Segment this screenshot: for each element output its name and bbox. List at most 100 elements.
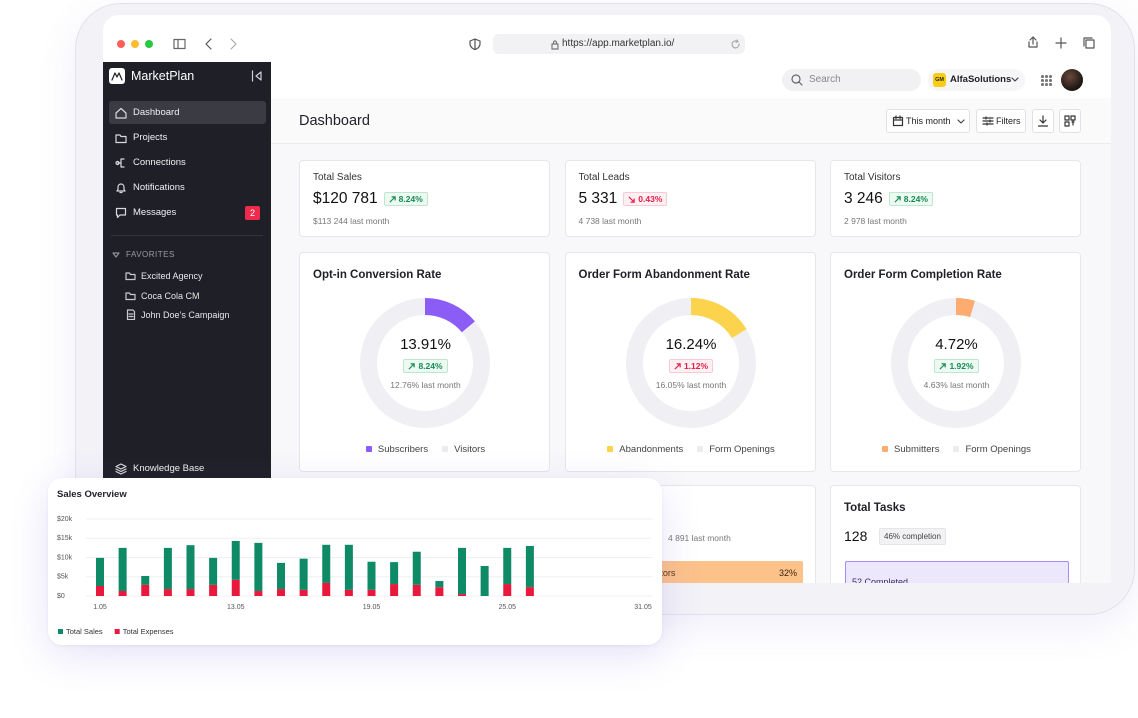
icon bbox=[1055, 37, 1067, 49]
rate-badge-row: 1.92% bbox=[831, 359, 1080, 373]
tasks-completed-bar: 52 Completed bbox=[845, 561, 1069, 583]
menu-item[interactable]: Dashboard bbox=[109, 101, 266, 124]
icon-shape bbox=[115, 157, 125, 168]
favorite-item[interactable]: Coca Cola CM bbox=[121, 288, 261, 304]
icon bbox=[230, 38, 237, 50]
icon-shape bbox=[957, 119, 965, 124]
icon bbox=[116, 182, 126, 193]
apps-dot bbox=[1049, 83, 1052, 86]
rate-badge-row: 8.24% bbox=[300, 359, 549, 373]
filters-button[interactable]: Filters bbox=[976, 109, 1026, 133]
stat-value: 3 246 bbox=[844, 190, 883, 207]
donut-chart bbox=[360, 298, 490, 428]
legend-label: Abandonments bbox=[619, 443, 684, 455]
donut-arc bbox=[891, 298, 1021, 428]
trend-icon bbox=[389, 195, 396, 203]
stat-previous: $113 244 last month bbox=[313, 216, 390, 226]
trend-value: 1.12% bbox=[683, 361, 709, 371]
icon bbox=[1083, 37, 1095, 49]
brand-name: MarketPlan bbox=[131, 69, 195, 83]
legend-label: Form Openings bbox=[709, 443, 775, 455]
bar bbox=[277, 562, 285, 590]
favorite-item[interactable]: Excited Agency bbox=[121, 268, 261, 284]
stat-value: $120 781 bbox=[313, 190, 378, 207]
menu-item[interactable]: Connections bbox=[109, 151, 266, 174]
y-tick-label: $15k bbox=[57, 535, 73, 542]
favorite-item[interactable]: John Doe’s Campaign bbox=[121, 307, 261, 323]
bar bbox=[254, 590, 263, 596]
x-tick-label: 31.05 bbox=[634, 604, 652, 611]
icon bbox=[125, 272, 136, 281]
bar bbox=[186, 589, 195, 596]
menu-label: Messages bbox=[133, 207, 177, 218]
icon bbox=[115, 133, 127, 143]
bar bbox=[186, 545, 195, 590]
trend-value: 8.24% bbox=[398, 194, 423, 204]
donut-chart bbox=[625, 298, 756, 428]
period-button[interactable]: This month bbox=[886, 109, 970, 133]
menu-item[interactable]: Notifications bbox=[109, 176, 266, 199]
menu-item[interactable]: Messages 2 bbox=[109, 201, 266, 224]
icon bbox=[731, 39, 740, 49]
stat-value-row: $120 781 8.24% bbox=[313, 189, 428, 209]
menu-item[interactable]: Projects bbox=[109, 126, 266, 149]
icon-shape bbox=[469, 38, 481, 50]
legend-label: Visitors bbox=[454, 443, 486, 455]
top-bar: Search GM AlfaSolutions bbox=[271, 62, 1111, 99]
bar bbox=[254, 542, 263, 591]
legend-swatch bbox=[365, 446, 372, 452]
icon bbox=[115, 207, 127, 218]
trend-value: 8.24% bbox=[418, 361, 443, 371]
layout-button[interactable] bbox=[1059, 109, 1081, 133]
bar bbox=[367, 561, 376, 590]
organization-switcher[interactable]: GM AlfaSolutions bbox=[928, 69, 1025, 91]
icon bbox=[957, 119, 965, 124]
window-control[interactable] bbox=[131, 40, 139, 48]
stat-value-row: 3 246 8.24% bbox=[844, 189, 933, 209]
bar bbox=[141, 575, 150, 585]
knowledge-base-link[interactable]: Knowledge Base bbox=[109, 459, 266, 479]
legend-label: Subscribers bbox=[377, 443, 429, 455]
download-button[interactable] bbox=[1032, 109, 1054, 133]
bar bbox=[231, 540, 240, 580]
icon bbox=[791, 74, 803, 86]
icon-shape bbox=[115, 133, 127, 143]
apps-dot bbox=[1045, 79, 1048, 82]
rate-title: Order Form Abandonment Rate bbox=[578, 269, 750, 281]
menu-label: Notifications bbox=[133, 182, 185, 193]
search-box[interactable]: Search bbox=[782, 69, 921, 91]
user-avatar[interactable] bbox=[1061, 69, 1083, 91]
rate-previous: 4.63% last month bbox=[923, 380, 990, 390]
bar bbox=[458, 594, 466, 596]
organization-initials: GM bbox=[933, 73, 946, 87]
stat-previous: 2 978 last month bbox=[844, 216, 907, 226]
icon bbox=[251, 70, 262, 82]
icon bbox=[111, 72, 123, 81]
bar bbox=[458, 547, 466, 595]
trend-value: 1.92% bbox=[949, 361, 974, 371]
icon-shape bbox=[115, 463, 127, 475]
icon-shape bbox=[892, 115, 904, 127]
icon-shape bbox=[111, 72, 123, 81]
icon-shape bbox=[1011, 77, 1019, 82]
visitors-previous: 4 891 last month bbox=[668, 533, 731, 543]
icon-shape bbox=[982, 116, 994, 126]
icon bbox=[551, 40, 559, 50]
stat-label: Total Sales bbox=[313, 172, 362, 183]
trend-arrow bbox=[674, 362, 681, 370]
page-header: Dashboard This month Filters bbox=[271, 98, 1111, 144]
bar bbox=[163, 589, 172, 596]
apps-menu[interactable] bbox=[1041, 75, 1052, 86]
trend-icon bbox=[628, 195, 636, 203]
window-control[interactable] bbox=[117, 40, 125, 48]
page-title: Dashboard bbox=[299, 113, 370, 129]
legend-label: Total Expenses bbox=[123, 627, 174, 636]
legend-item: Subscribers bbox=[365, 442, 429, 456]
address-bar[interactable]: https://app.marketplan.io/ bbox=[493, 34, 745, 54]
bar bbox=[209, 584, 218, 596]
trend-icon bbox=[939, 362, 947, 370]
window-control[interactable] bbox=[145, 40, 153, 48]
bar bbox=[435, 587, 444, 596]
bar bbox=[412, 584, 421, 596]
apps-dot bbox=[1045, 83, 1048, 86]
